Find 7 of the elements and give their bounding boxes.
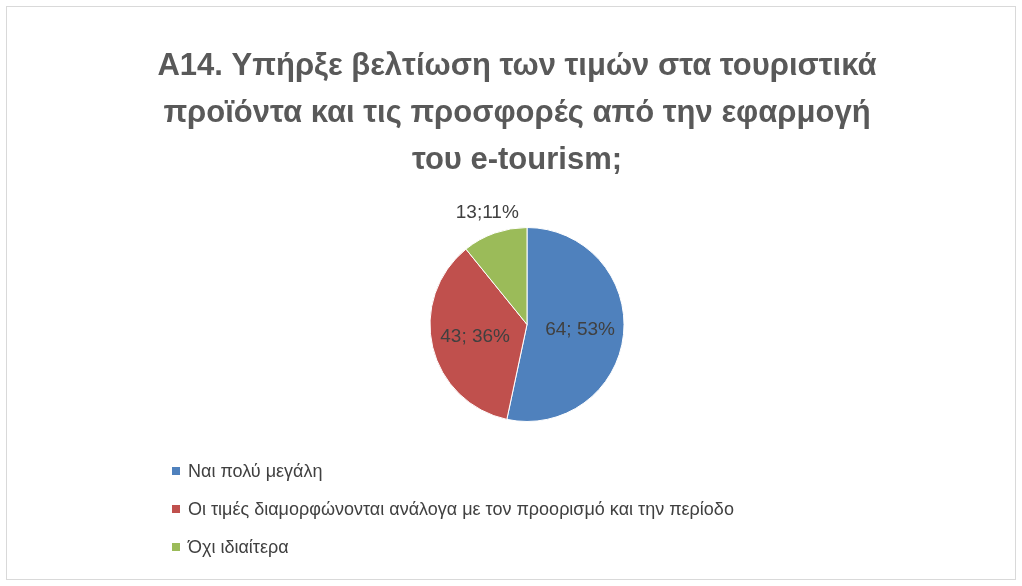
- legend-label: Όχι ιδιαίτερα: [188, 536, 289, 558]
- chart-title: A14. Υπήρξε βελτίωση των τιμών στα τουριστικά προϊόντα και τις προσφορές από την εφαρμογή του e-tourism;: [156, 46, 878, 178]
- legend-label: Ναι πολύ μεγάλη: [188, 460, 323, 482]
- data-label: 64; 53%: [545, 318, 616, 340]
- data-label: 13;11%: [455, 200, 519, 222]
- data-label: 43; 36%: [440, 325, 511, 347]
- legend-label: Οι τιμές διαμορφώνονται ανάλογα με τον προορισμό και την περίοδο: [188, 498, 734, 520]
